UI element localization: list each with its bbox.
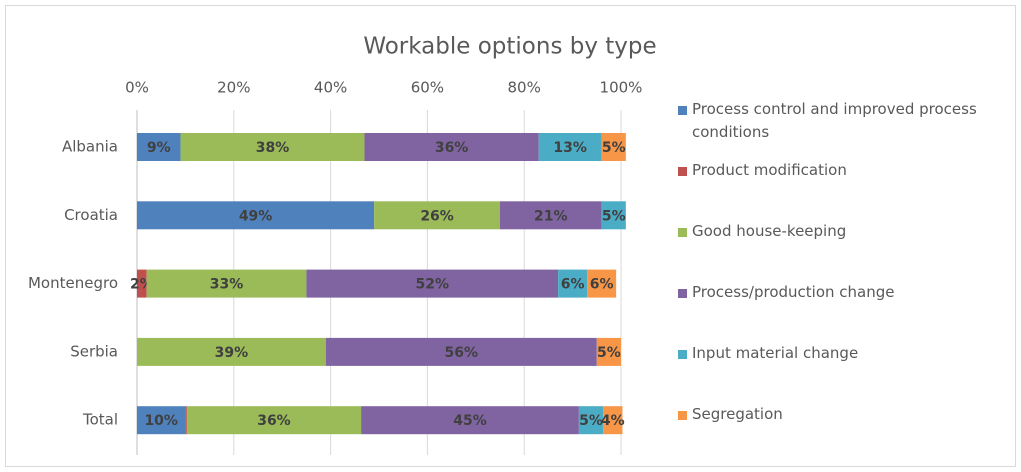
- legend-label: Input material change: [692, 344, 859, 362]
- bar-segment: [137, 406, 186, 435]
- legend-label: Good house-keeping: [692, 222, 847, 240]
- chart-border: [5, 5, 1016, 467]
- legend-label: Segregation: [692, 405, 783, 423]
- data-label: 49%: [239, 208, 273, 224]
- data-label: 13%: [553, 140, 587, 156]
- data-label: 5%: [602, 208, 626, 224]
- y-tick-label: Montenegro: [28, 274, 118, 292]
- legend-swatch: [678, 167, 687, 176]
- bar-segment: [500, 201, 602, 230]
- data-label: 6%: [590, 277, 614, 293]
- bar-segment: [137, 337, 326, 366]
- legend-label: Process/production change: [692, 283, 895, 301]
- x-tick-label: 40%: [314, 79, 347, 97]
- bar-segment: [186, 406, 362, 435]
- bar-segment: [306, 269, 559, 298]
- x-tick-label: 60%: [411, 79, 444, 97]
- x-tick-label: 80%: [508, 79, 541, 97]
- bar-segment: [325, 337, 597, 366]
- x-tick-label: 0%: [125, 79, 149, 97]
- bar-segment: [364, 133, 539, 161]
- bar-segment: [603, 406, 623, 435]
- bar-segment: [596, 337, 621, 366]
- chart-title: Workable options by type: [363, 34, 656, 60]
- x-tick-label: 100%: [600, 79, 643, 97]
- data-label: 26%: [420, 208, 454, 224]
- data-label: 4%: [601, 413, 625, 429]
- bar-segment: [137, 133, 181, 161]
- legend-item: Good house-keeping: [678, 220, 1008, 281]
- data-label: 56%: [445, 345, 479, 361]
- bar-segment: [180, 133, 365, 161]
- bar-segment: [374, 201, 500, 230]
- data-label: 5%: [579, 413, 603, 429]
- bar-segment: [601, 133, 626, 161]
- data-label: 38%: [256, 140, 290, 156]
- legend: Process control and improved process con…: [678, 98, 1008, 464]
- data-label: 36%: [257, 413, 291, 429]
- data-label: 36%: [435, 140, 469, 156]
- data-label: 21%: [534, 208, 568, 224]
- legend-item: Process/production change: [678, 281, 1008, 342]
- legend-item: Process control and improved process con…: [678, 98, 1008, 159]
- legend-swatch: [678, 411, 687, 420]
- x-tick-label: 20%: [217, 79, 250, 97]
- data-label: 5%: [597, 345, 621, 361]
- data-label: 45%: [453, 413, 487, 429]
- data-label: 52%: [415, 277, 449, 293]
- data-label: 5%: [602, 140, 626, 156]
- legend-swatch: [678, 228, 687, 237]
- legend-item: Product modification: [678, 159, 1008, 220]
- legend-item: Input material change: [678, 342, 1008, 403]
- bar-segment: [361, 406, 579, 435]
- data-label: 6%: [561, 277, 585, 293]
- legend-swatch: [678, 350, 687, 359]
- legend-swatch: [678, 106, 687, 115]
- legend-item: Segregation: [678, 403, 1008, 464]
- bar-segment: [137, 201, 375, 230]
- bar-segment: [578, 406, 604, 435]
- bar-segment: [601, 201, 626, 230]
- y-tick-label: Albania: [62, 138, 118, 156]
- bar-segment: [558, 269, 588, 298]
- y-tick-label: Serbia: [70, 342, 118, 360]
- data-label: 39%: [215, 345, 249, 361]
- data-label: 10%: [144, 413, 178, 429]
- bar-segment: [587, 269, 617, 298]
- y-tick-label: Croatia: [64, 206, 118, 224]
- bar-segment: [538, 133, 602, 161]
- legend-label: Product modification: [692, 161, 847, 179]
- data-label: 9%: [147, 140, 171, 156]
- y-tick-label: Total: [82, 411, 118, 429]
- legend-label: Process control and improved process con…: [692, 100, 977, 141]
- bar-segment: [137, 269, 147, 298]
- bar-segment: [146, 269, 307, 298]
- data-label: 33%: [210, 277, 244, 293]
- bar-segment: [185, 406, 187, 435]
- legend-swatch: [678, 289, 687, 298]
